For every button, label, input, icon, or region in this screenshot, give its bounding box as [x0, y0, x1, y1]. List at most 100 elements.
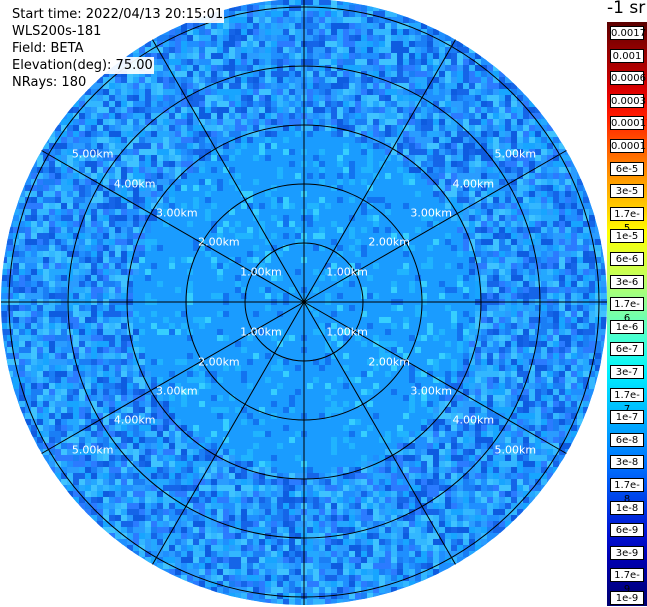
range-gate-cell — [403, 29, 409, 35]
range-gate-cell — [97, 89, 103, 95]
range-gate-cell — [343, 17, 349, 23]
range-gate-cell — [433, 149, 439, 155]
range-gate-cell — [415, 263, 421, 269]
range-gate-cell — [1, 305, 7, 311]
range-gate-cell — [445, 35, 451, 41]
range-gate-cell — [223, 233, 229, 239]
range-gate-cell — [379, 11, 385, 17]
range-gate-cell — [295, 209, 301, 215]
range-gate-cell — [469, 65, 475, 71]
range-gate-cell — [307, 239, 313, 245]
range-gate-cell — [571, 281, 577, 287]
range-gate-cell — [55, 137, 61, 143]
range-gate-cell — [289, 341, 295, 347]
range-gate-cell — [337, 353, 343, 359]
range-gate-cell — [349, 125, 355, 131]
range-gate-cell — [337, 149, 343, 155]
range-gate-cell — [121, 143, 127, 149]
range-gate-cell — [247, 329, 253, 335]
range-gate-cell — [511, 95, 517, 101]
range-gate-cell — [7, 269, 13, 275]
range-gate-cell — [49, 149, 55, 155]
range-gate-cell — [193, 161, 199, 167]
range-gate-cell — [199, 251, 205, 257]
range-gate-cell — [169, 119, 175, 125]
range-gate-cell — [337, 239, 343, 245]
range-gate-cell — [283, 125, 289, 131]
range-gate-cell — [277, 329, 283, 335]
range-gate-cell — [481, 77, 487, 83]
range-gate-cell — [325, 293, 331, 299]
range-gate-cell — [559, 173, 565, 179]
range-gate-cell — [475, 101, 481, 107]
range-gate-cell — [229, 227, 235, 233]
range-gate-cell — [247, 137, 253, 143]
range-gate-cell — [181, 131, 187, 137]
range-gate-cell — [193, 101, 199, 107]
range-gate-cell — [391, 47, 397, 53]
range-gate-cell — [121, 137, 127, 143]
range-gate-cell — [433, 209, 439, 215]
range-gate-cell — [517, 317, 523, 323]
range-gate-cell — [463, 149, 469, 155]
range-gate-cell — [391, 191, 397, 197]
range-gate-cell — [577, 287, 583, 293]
range-gate-cell — [493, 227, 499, 233]
range-gate-cell — [157, 281, 163, 287]
range-gate-cell — [331, 203, 337, 209]
range-gate-cell — [367, 191, 373, 197]
range-gate-cell — [319, 23, 325, 29]
range-gate-cell — [295, 17, 301, 23]
range-gate-cell — [265, 71, 271, 77]
range-gate-cell — [37, 263, 43, 269]
range-gate-cell — [277, 35, 283, 41]
range-gate-cell — [211, 335, 217, 341]
range-gate-cell — [367, 35, 373, 41]
range-gate-cell — [169, 359, 175, 365]
range-gate-cell — [397, 353, 403, 359]
range-gate-cell — [559, 293, 565, 299]
range-gate-cell — [61, 185, 67, 191]
range-gate-cell — [391, 263, 397, 269]
range-gate-cell — [601, 311, 607, 317]
range-gate-cell — [385, 59, 391, 65]
range-gate-cell — [19, 281, 25, 287]
range-gate-cell — [175, 113, 181, 119]
range-gate-cell — [283, 137, 289, 143]
range-gate-cell — [307, 287, 313, 293]
range-gate-cell — [235, 269, 241, 275]
range-gate-cell — [211, 53, 217, 59]
range-gate-cell — [151, 245, 157, 251]
range-gate-cell — [505, 305, 511, 311]
range-gate-cell — [421, 221, 427, 227]
range-gate-cell — [73, 275, 79, 281]
range-gate-cell — [319, 287, 325, 293]
range-gate-cell — [469, 233, 475, 239]
range-gate-cell — [457, 47, 463, 53]
range-gate-cell — [199, 119, 205, 125]
range-gate-cell — [175, 203, 181, 209]
range-gate-cell — [331, 335, 337, 341]
range-gate-cell — [115, 83, 121, 89]
range-gate-cell — [331, 59, 337, 65]
range-gate-cell — [103, 269, 109, 275]
range-gate-cell — [187, 35, 193, 41]
range-gate-cell — [205, 341, 211, 347]
range-gate-cell — [523, 191, 529, 197]
range-gate-cell — [97, 119, 103, 125]
range-gate-cell — [241, 215, 247, 221]
range-gate-cell — [397, 305, 403, 311]
range-gate-cell — [445, 197, 451, 203]
range-gate-cell — [325, 281, 331, 287]
range-gate-cell — [229, 209, 235, 215]
range-gate-cell — [277, 203, 283, 209]
range-gate-cell — [535, 209, 541, 215]
range-gate-cell — [601, 293, 607, 299]
range-gate-cell — [391, 215, 397, 221]
range-gate-cell — [253, 5, 259, 11]
range-gate-cell — [169, 353, 175, 359]
range-gate-cell — [349, 113, 355, 119]
range-gate-cell — [19, 209, 25, 215]
range-gate-cell — [355, 251, 361, 257]
range-gate-cell — [349, 275, 355, 281]
